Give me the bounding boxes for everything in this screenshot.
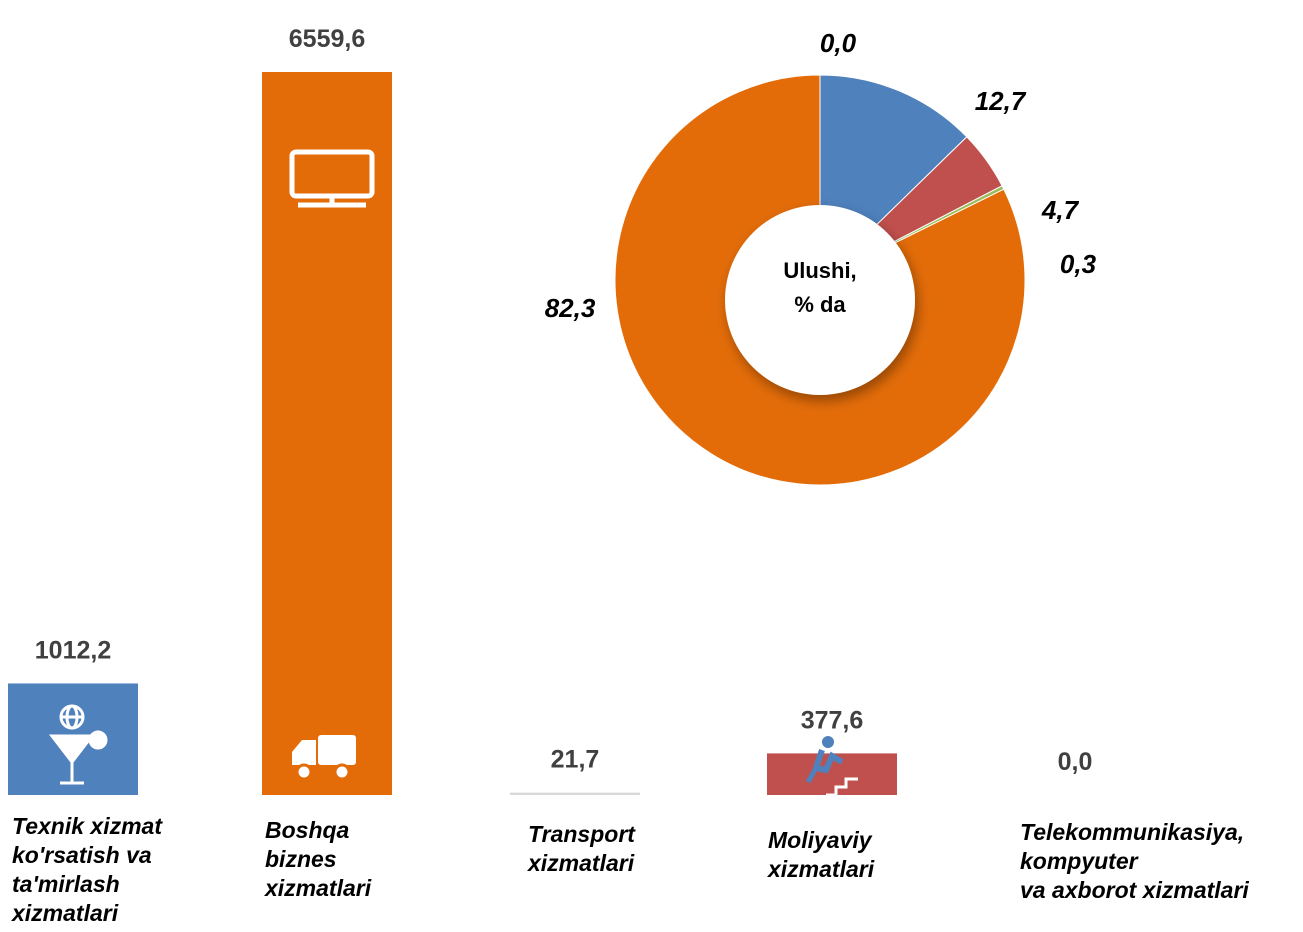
value-label: 377,6	[801, 706, 864, 734]
value-label: 1012,2	[35, 636, 111, 664]
category-label: Boshqa biznes xizmatlari	[265, 817, 372, 901]
slice-label: 0,3	[1060, 249, 1097, 279]
category-label: Telekommunikasiya, kompyuter va axborot …	[1020, 819, 1249, 903]
bar	[510, 792, 640, 795]
donut-hole	[725, 205, 915, 395]
slice-label: 4,7	[1041, 195, 1080, 225]
glass-icon	[48, 704, 108, 785]
center-label: Ulushi,	[783, 258, 856, 283]
category-label: Moliyaviy xizmatlari	[768, 827, 875, 882]
category-label: Transport xizmatlari	[528, 821, 635, 876]
slice-label: 0,0	[820, 28, 857, 58]
center-label: % da	[794, 292, 846, 317]
monitor-icon	[289, 149, 375, 208]
value-label: 21,7	[551, 746, 600, 774]
value-label: 6559,6	[289, 25, 365, 53]
runner-icon	[805, 736, 858, 797]
truck-icon	[292, 735, 356, 781]
value-label: 0,0	[1058, 748, 1093, 776]
slice-label: 12,7	[975, 86, 1027, 116]
slice-label: 82,3	[545, 293, 596, 323]
donut-group: 0,0 12,7 4,7 0,3 82,3 Ulushi, % da	[545, 28, 1097, 486]
category-label: Texnik xizmat ko'rsatish va ta'mirlash x…	[12, 813, 162, 926]
